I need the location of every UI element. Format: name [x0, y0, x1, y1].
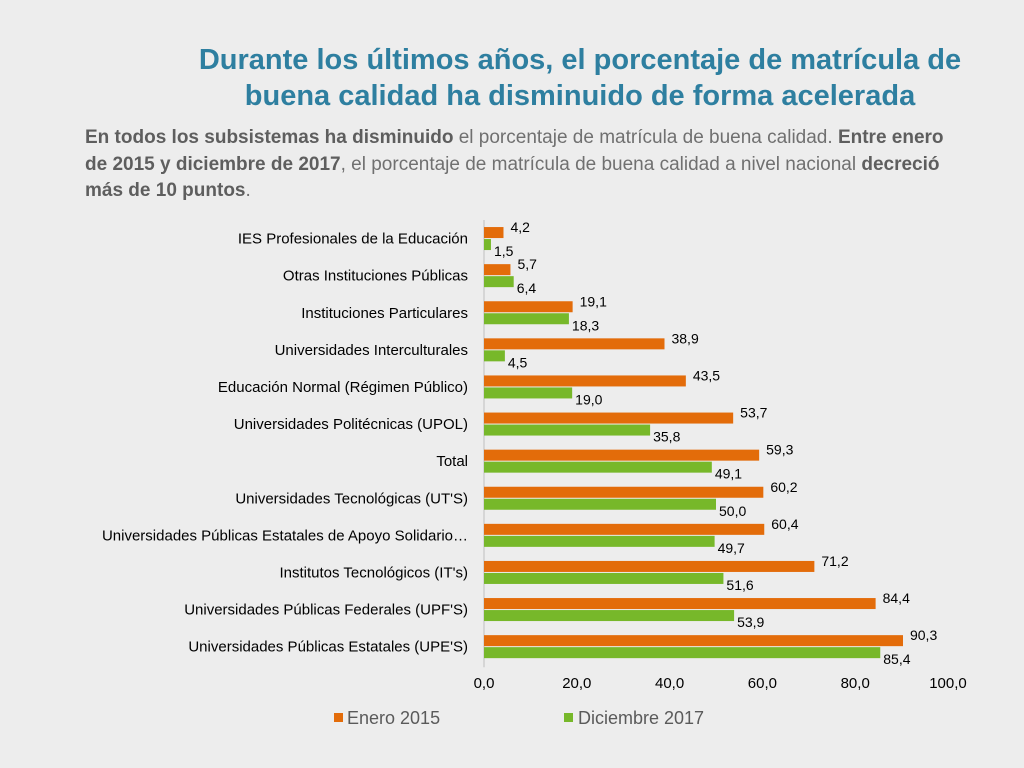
data-label-enero-2015: 19,1: [580, 293, 607, 309]
bar-diciembre-2017: [484, 610, 735, 622]
category-label: Universidades Interculturales: [275, 342, 468, 359]
data-label-enero-2015: 5,7: [517, 256, 537, 272]
legend-swatch: [564, 713, 573, 722]
data-label-diciembre-2017: 1,5: [494, 243, 514, 259]
data-label-diciembre-2017: 18,3: [572, 317, 599, 333]
category-label: Universidades Politécnicas (UPOL): [234, 416, 468, 433]
bar-enero-2015: [484, 486, 764, 498]
x-tick-label: 100,0: [929, 675, 967, 692]
data-label-diciembre-2017: 35,8: [653, 429, 680, 445]
bar-enero-2015: [484, 598, 876, 610]
bar-enero-2015: [484, 412, 734, 424]
data-label-diciembre-2017: 19,0: [575, 391, 602, 407]
data-label-enero-2015: 84,4: [883, 590, 910, 606]
data-label-diciembre-2017: 4,5: [508, 354, 528, 370]
category-label: Universidades Públicas Estatales de Apoy…: [102, 527, 468, 544]
category-label: Total: [436, 453, 468, 470]
x-tick-label: 20,0: [562, 675, 591, 692]
subtitle-text-3: .: [245, 180, 251, 201]
bar-diciembre-2017: [484, 424, 651, 436]
data-label-enero-2015: 60,4: [771, 516, 798, 532]
x-tick-label: 40,0: [655, 675, 684, 692]
data-label-diciembre-2017: 49,7: [718, 540, 745, 556]
bar-diciembre-2017: [484, 313, 569, 325]
legend-swatch: [334, 713, 343, 722]
x-tick-label: 0,0: [474, 675, 495, 692]
legend-label: Enero 2015: [347, 708, 440, 728]
subtitle-bold-2: Entre enero de 2015 y diciembre de 2017: [85, 127, 944, 175]
slide-title-line-1: Durante los últimos años, el porcentaje …: [198, 44, 962, 76]
bar-diciembre-2017: [484, 239, 491, 251]
subtitle-text-2: , el porcentaje de matrícula de buena ca…: [340, 153, 862, 175]
subtitle-bold-1: En todos los subsistemas ha disminuido: [85, 127, 454, 148]
category-label: Universidades Tecnológicas (UT'S): [235, 490, 468, 507]
data-label-enero-2015: 4,2: [510, 219, 530, 235]
data-label-enero-2015: 60,2: [770, 479, 797, 495]
slide-title: Durante los últimos años, el porcentaje …: [120, 42, 1024, 114]
bar-diciembre-2017: [484, 350, 505, 362]
legend-label: Diciembre 2017: [578, 708, 704, 728]
data-label-diciembre-2017: 85,4: [883, 651, 910, 667]
bar-enero-2015: [484, 523, 765, 535]
data-label-enero-2015: 59,3: [766, 442, 793, 458]
data-label-diciembre-2017: 6,4: [517, 280, 537, 296]
bar-enero-2015: [484, 560, 815, 572]
bar-diciembre-2017: [484, 276, 514, 288]
slide-title-line-2: buena calidad ha disminuido de forma ace…: [244, 80, 916, 112]
category-label: Educación Normal (Régimen Público): [218, 379, 468, 396]
bar-enero-2015: [484, 227, 504, 239]
bar-diciembre-2017: [484, 535, 715, 547]
data-label-diciembre-2017: 49,1: [715, 466, 742, 482]
bar-diciembre-2017: [484, 387, 573, 399]
bar-enero-2015: [484, 635, 903, 647]
bar-enero-2015: [484, 301, 573, 313]
bar-diciembre-2017: [484, 572, 724, 584]
bar-diciembre-2017: [484, 647, 881, 659]
bar-enero-2015: [484, 449, 760, 461]
bar-enero-2015: [484, 264, 511, 276]
x-tick-label: 80,0: [841, 675, 870, 692]
category-label: Universidades Públicas Federales (UPF'S): [184, 602, 468, 619]
subtitle-text-1: el porcentaje de matrícula de buena cali…: [453, 127, 838, 148]
bar-diciembre-2017: [484, 461, 712, 473]
bar-diciembre-2017: [484, 498, 716, 510]
data-label-enero-2015: 43,5: [693, 367, 720, 383]
category-label: Universidades Públicas Estatales (UPE'S): [188, 639, 468, 656]
bar-enero-2015: [484, 375, 686, 387]
slide-subtitle: En todos los subsistemas ha disminuido e…: [85, 125, 965, 205]
bar-enero-2015: [484, 338, 665, 350]
data-label-diciembre-2017: 50,0: [719, 503, 746, 519]
data-label-diciembre-2017: 53,9: [737, 614, 764, 630]
x-tick-label: 60,0: [748, 675, 777, 692]
data-label-diciembre-2017: 51,6: [726, 577, 753, 593]
data-label-enero-2015: 53,7: [740, 405, 767, 421]
category-label: Institutos Tecnológicos (IT's): [280, 564, 469, 581]
data-label-enero-2015: 38,9: [671, 330, 698, 346]
category-label: Otras Instituciones Públicas: [283, 268, 468, 285]
category-label: Instituciones Particulares: [301, 305, 468, 322]
category-label: IES Profesionales de la Educación: [238, 231, 468, 248]
subtitle-bold-3: decreció más de 10 puntos: [85, 153, 940, 202]
data-label-enero-2015: 90,3: [910, 627, 937, 643]
data-label-enero-2015: 71,2: [821, 553, 848, 569]
